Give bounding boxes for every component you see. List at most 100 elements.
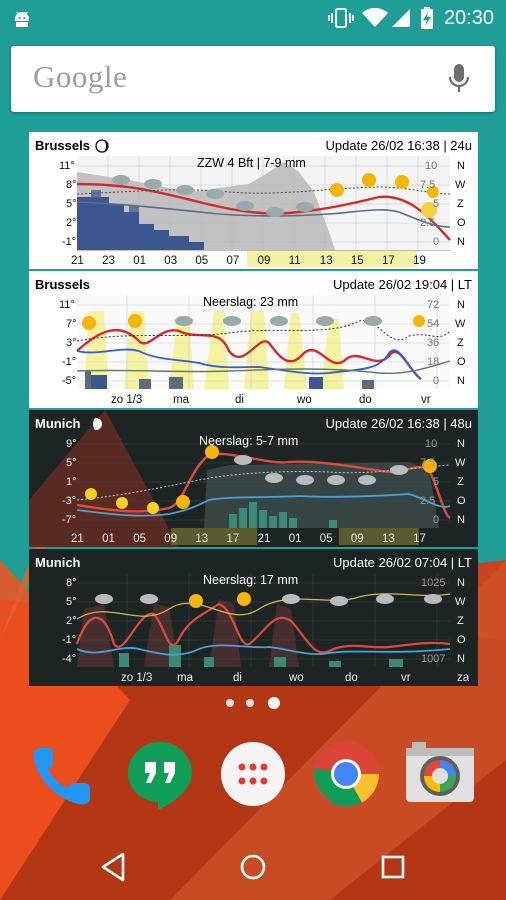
y-axis-label: 7° (66, 318, 77, 330)
y-axis-label: -7° (62, 514, 77, 526)
x-axis-label: 07 (226, 255, 240, 267)
weather-widget-munich-48h[interactable]: Munich Update 26/02 16:38 | 48u Neerslag… (29, 410, 478, 547)
weather-chart (75, 573, 451, 667)
x-axis-label: 11 (288, 255, 301, 267)
wind-direction-label: N (457, 299, 465, 311)
wind-direction-label: N (457, 577, 465, 589)
weather-widget-brussels-24h[interactable]: Brussels Update 26/02 16:38 | 24u ZZW 4 … (29, 132, 478, 269)
x-axis-label: 21 (71, 255, 84, 267)
camera-app-icon[interactable] (404, 738, 476, 810)
right-axis-label: 5 (433, 476, 440, 488)
y-axis-label: 11° (59, 299, 75, 311)
status-bar: 20:30 (0, 0, 506, 36)
x-axis-label: 17 (226, 533, 240, 545)
weather-chart (76, 295, 451, 389)
right-axis-label: 5 (433, 198, 440, 210)
widget-summary: Neerslag: 5-7 mm (199, 434, 299, 448)
right-axis-label: 7.5 (420, 179, 436, 191)
weather-widget-munich-longterm[interactable]: Munich Update 26/02 07:04 | LT Neerslag:… (29, 549, 478, 686)
x-axis-label: wo (289, 672, 304, 684)
weather-chart (29, 410, 451, 547)
recents-icon[interactable] (375, 849, 411, 885)
y-axis-label: -4° (62, 653, 77, 665)
x-axis-label: 05 (133, 533, 146, 545)
phone-app-icon[interactable] (26, 738, 98, 810)
wind-direction-label: N (457, 438, 465, 450)
x-axis-label: ma (177, 672, 193, 684)
wind-direction-label: N (457, 160, 465, 172)
x-axis-label: 17 (413, 533, 426, 545)
x-axis-label: 13 (195, 533, 209, 545)
google-search-bar[interactable]: Google (11, 46, 495, 112)
moon-icon (90, 418, 102, 430)
x-axis-label: wo (297, 394, 312, 406)
right-axis-label: 1025 (421, 577, 446, 589)
x-axis-label: 05 (319, 533, 333, 545)
y-axis-label: 8° (66, 577, 77, 589)
wind-direction-label: W (455, 596, 466, 608)
x-axis-label: 21 (71, 533, 84, 545)
navigation-bar (0, 833, 506, 900)
y-axis-label: -5° (62, 375, 77, 387)
right-axis-label: 7.5 (420, 457, 436, 469)
home-icon[interactable] (235, 849, 271, 885)
right-axis-label: 54 (427, 318, 440, 330)
wind-direction-label: Z (457, 337, 464, 349)
widget-city: Munich (35, 416, 81, 431)
wind-direction-label: N (457, 514, 465, 526)
right-axis-label: 10 (425, 160, 438, 172)
x-axis-label: vr (421, 394, 431, 406)
x-axis-label: zo 1/3 (111, 394, 143, 406)
y-axis-label: 8° (66, 179, 77, 191)
y-axis-label: 2° (66, 615, 77, 627)
right-axis-label: 0 (433, 236, 440, 248)
hangouts-app-icon[interactable] (124, 738, 196, 810)
right-axis-label: 1007 (421, 653, 446, 665)
right-axis-label: 18 (427, 356, 440, 368)
microphone-icon[interactable] (449, 64, 469, 94)
wind-direction-label: W (455, 457, 466, 469)
page-dot (226, 699, 234, 707)
wind-direction-label: Z (457, 476, 464, 488)
x-axis-label: 09 (164, 533, 178, 545)
widget-update-time: Update 26/02 16:38 | 48u (325, 416, 473, 431)
chrome-app-icon[interactable] (310, 738, 382, 810)
page-dot (246, 699, 254, 707)
y-axis-label: 5° (66, 457, 77, 469)
x-axis-label: vr (401, 672, 411, 684)
battery-charging-icon (421, 7, 433, 29)
y-axis-label: -1° (62, 356, 77, 368)
x-axis-label: 09 (350, 533, 364, 545)
android-debug-icon (15, 11, 29, 27)
x-axis-label: do (359, 394, 372, 406)
y-axis-label: 5° (66, 596, 77, 608)
wind-direction-label: O (457, 634, 466, 646)
app-drawer-icon[interactable] (217, 738, 289, 810)
x-axis-label: 13 (319, 255, 333, 267)
widget-summary: ZZW 4 Bft | 7-9 mm (197, 156, 306, 170)
vibrate-icon (328, 8, 354, 28)
x-axis-label: 09 (257, 255, 271, 267)
x-axis-label: 17 (382, 255, 395, 267)
wind-direction-label: O (457, 356, 466, 368)
weather-icons (112, 173, 439, 218)
right-axis-label: 0 (433, 514, 440, 526)
x-axis-label: za (457, 672, 470, 684)
x-axis-label: 21 (257, 533, 271, 545)
x-axis-label: di (235, 394, 244, 406)
right-axis-label: 0 (433, 375, 440, 387)
y-axis-label: -1° (62, 236, 77, 248)
weather-widget-brussels-longterm[interactable]: Brussels Update 26/02 19:04 | LT Neersla… (29, 271, 478, 408)
y-axis-label: -1° (62, 634, 77, 646)
x-axis-label: 01 (102, 533, 115, 545)
google-logo: Google (33, 59, 128, 94)
wind-direction-label: N (457, 375, 465, 387)
y-axis-label: 2° (66, 217, 77, 229)
right-axis-label: 72 (427, 299, 440, 311)
x-axis-label: 13 (382, 533, 395, 545)
wind-direction-label: Z (457, 198, 464, 210)
x-axis-label: 15 (350, 255, 364, 267)
widget-update-time: Update 26/02 16:38 | 24u (325, 138, 473, 153)
y-axis-label: 5° (66, 198, 77, 210)
back-icon[interactable] (95, 849, 131, 885)
